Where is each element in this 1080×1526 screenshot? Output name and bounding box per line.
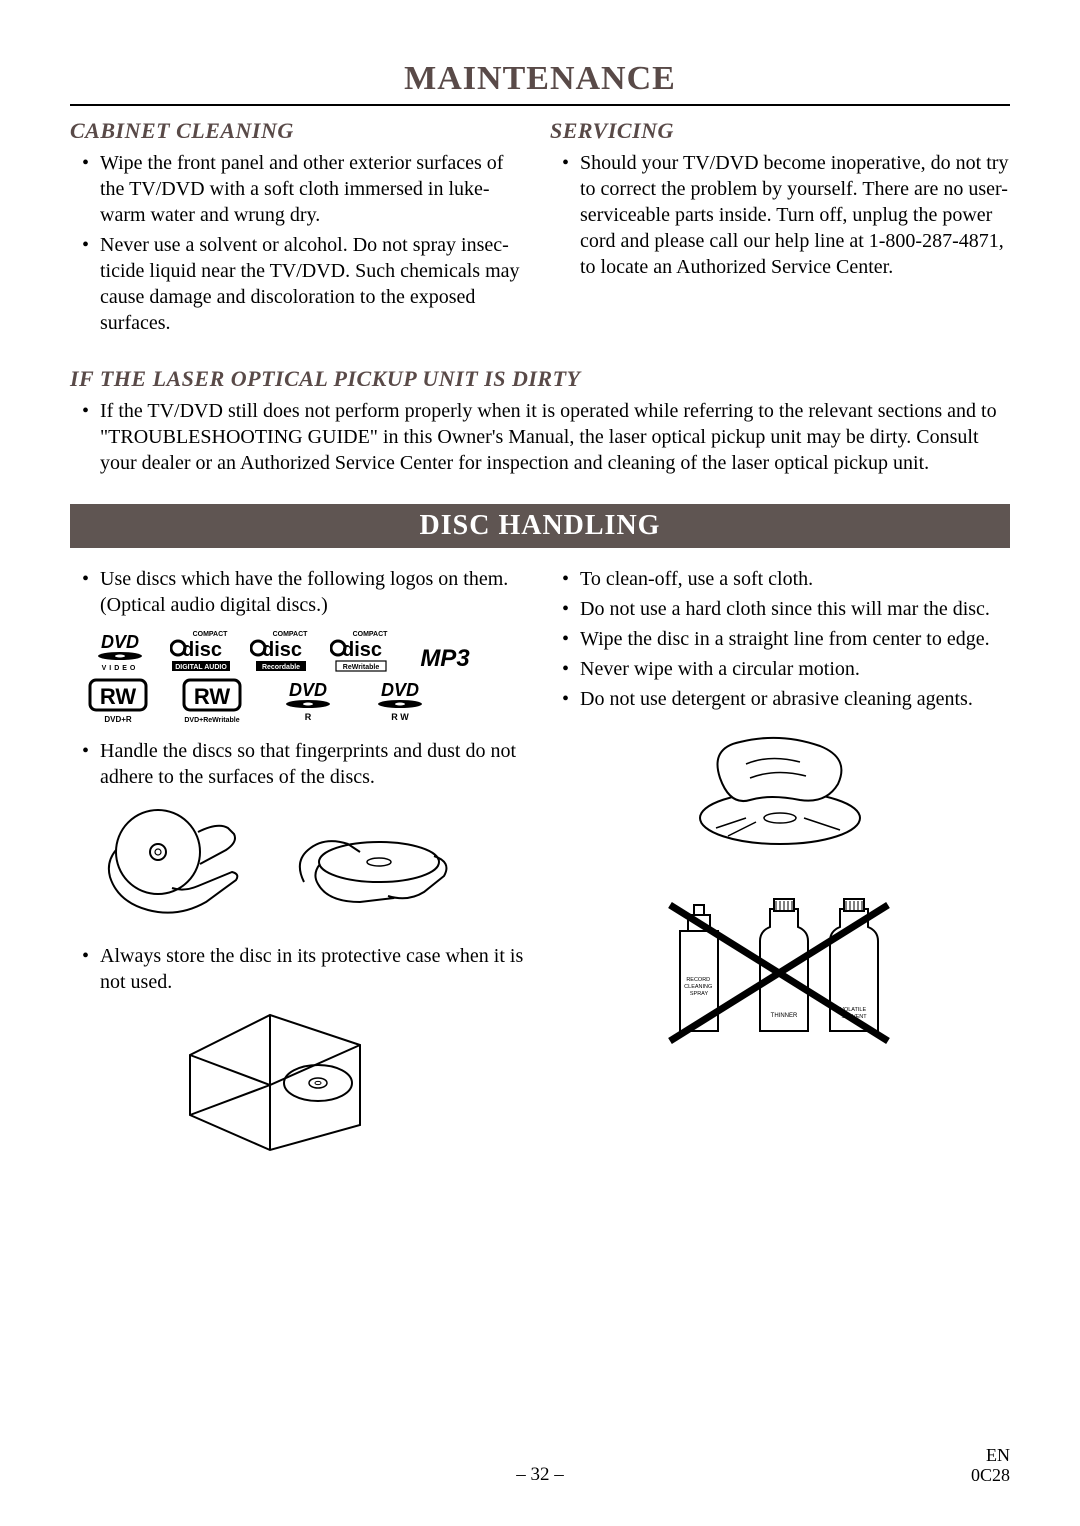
cabinet-heading: CABINET CLEANING [70,118,530,144]
disc-right-col: To clean-off, use a soft cloth. Do not u… [550,566,1010,1172]
disc-handling-banner: DISC HANDLING [70,504,1010,548]
servicing-item: Should your TV/DVD become inoperative, d… [562,150,1010,280]
cabinet-item: Wipe the front panel and other exterior … [82,150,530,228]
mp3-logo-icon: MP3 [410,642,480,672]
svg-text:MP3: MP3 [420,645,470,672]
dvd-plus-r-logo-icon: RW DVD+R [88,678,148,724]
disc-clean-item: Never wipe with a circular motion. [562,656,1010,682]
disc-handle-item: Handle the discs so that fingerprints an… [82,738,530,790]
title-rule [70,104,1010,106]
svg-text:THINNER: THINNER [771,1013,798,1019]
disc-clean-list: To clean-off, use a soft cloth. Do not u… [562,566,1010,712]
svg-text:RW: RW [194,684,230,709]
cabinet-col: CABINET CLEANING Wipe the front panel an… [70,118,530,340]
page-title: MAINTENANCE [70,60,1010,98]
disc-clean-item: Do not use a hard cloth since this will … [562,596,1010,622]
footer-code: 0C28 [971,1466,1010,1486]
svg-text:DIGITAL AUDIO: DIGITAL AUDIO [175,664,227,671]
footer-right: EN 0C28 [971,1446,1010,1486]
svg-text:R W: R W [391,712,409,722]
disc-intro-list: Use discs which have the following logos… [82,566,530,618]
svg-text:R: R [305,712,312,722]
dvd-plus-rw-logo-icon: RW DVD+ReWritable [176,678,248,724]
cabinet-list: Wipe the front panel and other exterior … [82,150,530,336]
top-columns: CABINET CLEANING Wipe the front panel an… [70,118,1010,340]
svg-text:DVD: DVD [289,680,327,700]
wipe-cloth-icon [650,718,910,873]
svg-text:DVD: DVD [381,680,419,700]
svg-text:DVD+ReWritable: DVD+ReWritable [184,717,239,724]
footer-lang: EN [971,1446,1010,1466]
disc-left-col: Use discs which have the following logos… [70,566,530,1172]
svg-text:ReWritable: ReWritable [343,664,380,671]
dvd-r-logo-icon: DVD R [276,680,340,724]
logos-row-2: RW DVD+R RW DVD+ReWritable DVD R [88,678,530,724]
svg-text:COMPACT: COMPACT [193,631,229,638]
svg-text:COMPACT: COMPACT [353,631,389,638]
hand-disc-illustrations [88,802,530,927]
servicing-heading: SERVICING [550,118,1010,144]
cd-recordable-logo-icon: COMPACT disc Recordable [250,628,312,672]
page-footer: – 32 – EN 0C28 [70,1464,1010,1486]
svg-text:COMPACT: COMPACT [273,631,309,638]
disc-store-item: Always store the disc in its protective … [82,943,530,995]
disc-clean-item: Do not use detergent or abrasive cleanin… [562,686,1010,712]
laser-section: IF THE LASER OPTICAL PICKUP UNIT IS DIRT… [70,366,1010,476]
servicing-col: SERVICING Should your TV/DVD become inop… [550,118,1010,340]
hand-disc-flat-icon [284,802,454,927]
disc-intro: Use discs which have the following logos… [82,566,530,618]
dvd-rw-logo-icon: DVD R W [368,680,432,724]
cabinet-item: Never use a solvent or alcohol. Do not s… [82,232,530,336]
svg-text:disc: disc [262,639,302,661]
svg-text:DVD: DVD [101,632,139,652]
svg-text:VIDEO: VIDEO [102,665,139,672]
cd-digital-audio-logo-icon: COMPACT disc DIGITAL AUDIO [170,628,232,672]
servicing-list: Should your TV/DVD become inoperative, d… [562,150,1010,280]
page-number: – 32 – [70,1464,1010,1486]
laser-list: If the TV/DVD still does not perform pro… [82,398,1010,476]
hand-disc-side-icon [88,802,248,927]
disc-clean-item: To clean-off, use a soft cloth. [562,566,1010,592]
logos-row-1: DVD VIDEO COMPACT disc DIGITAL AUDIO [88,628,530,672]
svg-text:RW: RW [100,684,136,709]
laser-heading: IF THE LASER OPTICAL PICKUP UNIT IS DIRT… [70,366,1010,392]
disc-handle-list: Handle the discs so that fingerprints an… [82,738,530,790]
svg-text:disc: disc [182,639,222,661]
disc-clean-item: Wipe the disc in a straight line from ce… [562,626,1010,652]
no-chemicals-icon: RECORD CLEANING SPRAY THINNER [650,891,910,1066]
svg-text:DVD+R: DVD+R [104,715,132,724]
laser-item: If the TV/DVD still does not perform pro… [82,398,1010,476]
svg-text:Recordable: Recordable [262,664,300,671]
disc-case-icon [180,1005,530,1160]
svg-text:disc: disc [342,639,382,661]
disc-columns: Use discs which have the following logos… [70,566,1010,1172]
dvd-video-logo-icon: DVD VIDEO [88,632,152,672]
disc-store-list: Always store the disc in its protective … [82,943,530,995]
cd-rewritable-logo-icon: COMPACT disc ReWritable [330,628,392,672]
